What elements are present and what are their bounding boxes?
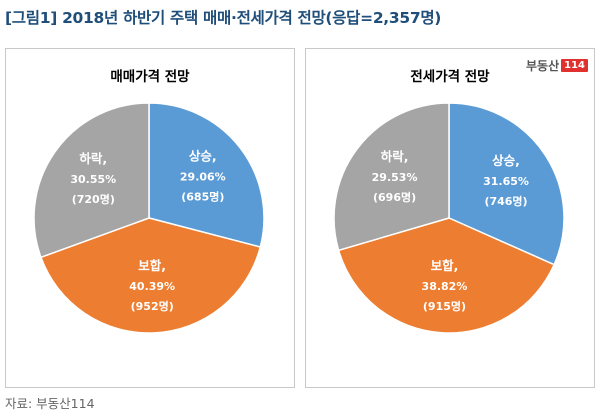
slice-label-name: 보합, [431,258,459,273]
slice-label-count: (746명) [484,194,527,208]
pie-slice [337,217,556,334]
chart-panel-sale: 매매가격 전망 상승, 29.06% (685명) 보합, 40.39% (952명) 하락… [5,48,295,388]
slice-label-percent: 29.06% [180,170,226,183]
chart-title: 매매가격 전망 [110,69,190,85]
chart-title: 전세가격 전망 [410,69,490,85]
logo-text: 부동산 [526,59,560,73]
slice-label-name: 하락, [79,151,107,166]
slice-label-count: (685명) [181,189,224,203]
source-note: 자료: 부동산114 [5,396,95,411]
slice-label-count: (696명) [373,190,416,204]
slice-label-name: 보합, [138,258,166,273]
pie-slice [39,217,262,334]
logo-badge: 114 [561,59,588,72]
slice-label-count: (915명) [423,299,466,313]
slice-label-count: (720명) [72,192,115,206]
pie-slice [33,102,150,259]
slice-label-percent: 40.39% [129,280,175,293]
slice-label-name: 하락, [381,149,409,164]
slice-label-percent: 29.53% [372,171,418,184]
pie-chart-sale: 상승, 29.06% (685명) 보합, 40.39% (952명) 하락, 30.55% (… [33,102,265,334]
pie-slice [148,102,265,248]
slice-label-count: (952명) [131,299,174,313]
slice-label-percent: 30.55% [70,173,116,186]
slice-label-percent: 38.82% [422,280,468,293]
pie-chart-jeonse: 상승, 31.65% (746명) 보합, 38.82% (915명) 하락, 29.53% (… [333,102,565,334]
chart-panel-jeonse: 전세가격 전망 부동산 114 상승, 31.65% (746명) 보합, 38.82%… [305,48,595,388]
pie-slice [333,102,450,252]
brand-logo: 부동산 114 [526,57,588,74]
slice-label-percent: 31.65% [483,175,529,188]
slice-label-name: 상승, [492,153,520,168]
pie-slice [448,102,565,266]
slice-label-name: 상승, [189,148,217,163]
figure-title: [그림1] 2018년 하반기 주택 매매·전세가격 전망(응답=2,357명) [5,9,442,27]
